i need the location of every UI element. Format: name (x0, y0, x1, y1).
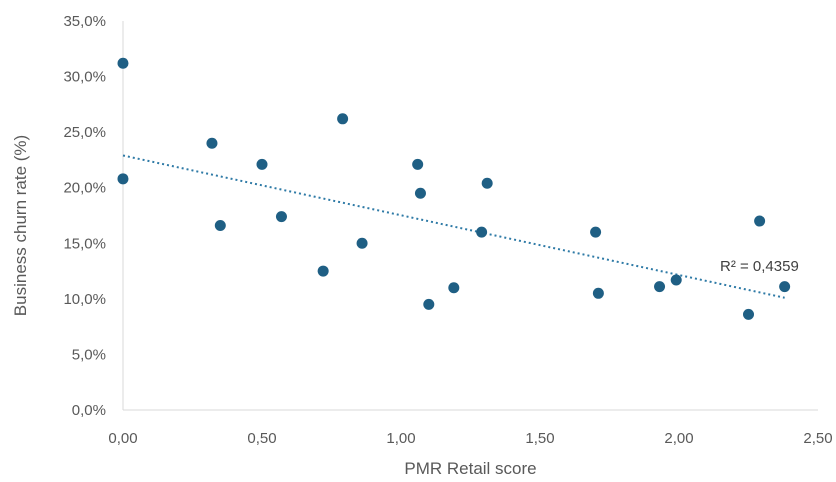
data-point (412, 158, 424, 170)
data-point (256, 158, 268, 170)
data-point (743, 308, 754, 320)
x-tick-labels: 0,00 0,50 1,00 1,50 2,00 2,50 (108, 430, 832, 447)
y-tick-label: 20,0% (63, 180, 106, 197)
axes (122, 21, 818, 411)
data-point (206, 137, 218, 149)
y-tick-labels: 0,0% 5,0% 10,0% 15,0% 20,0% 25,0% 30,0% 35,0% (63, 13, 106, 419)
data-point (317, 265, 329, 277)
y-axis-title: Business churn rate (%) (11, 135, 30, 316)
data-point (481, 177, 493, 189)
data-point (448, 282, 460, 294)
y-tick-label: 5,0% (72, 346, 106, 363)
data-point (117, 57, 129, 69)
x-tick-label: 0,50 (247, 430, 276, 447)
data-point (117, 173, 129, 185)
data-point (590, 226, 602, 238)
x-axis-title: PMR Retail score (404, 459, 536, 478)
y-tick-label: 35,0% (63, 13, 106, 30)
data-point (337, 113, 349, 125)
y-tick-label: 30,0% (63, 69, 106, 86)
y-tick-label: 10,0% (63, 291, 106, 308)
y-tick-label: 0,0% (72, 402, 106, 419)
data-point (654, 281, 666, 293)
data-point (214, 220, 226, 232)
data-point (476, 226, 488, 238)
data-points (117, 57, 791, 320)
data-point (275, 211, 287, 223)
x-tick-label: 1,00 (386, 430, 415, 447)
data-point (754, 215, 766, 227)
y-tick-label: 15,0% (63, 235, 106, 252)
x-tick-label: 0,00 (108, 430, 137, 447)
data-point (414, 187, 426, 199)
data-point (356, 237, 368, 249)
r-squared-label: R² = 0,4359 (720, 258, 799, 275)
data-point (779, 281, 791, 293)
y-tick-label: 25,0% (63, 124, 106, 141)
x-tick-label: 2,50 (803, 430, 832, 447)
x-tick-label: 1,50 (525, 430, 554, 447)
data-point (670, 274, 682, 286)
x-tick-label: 2,00 (664, 430, 693, 447)
data-point (592, 287, 604, 299)
data-point (423, 298, 435, 310)
